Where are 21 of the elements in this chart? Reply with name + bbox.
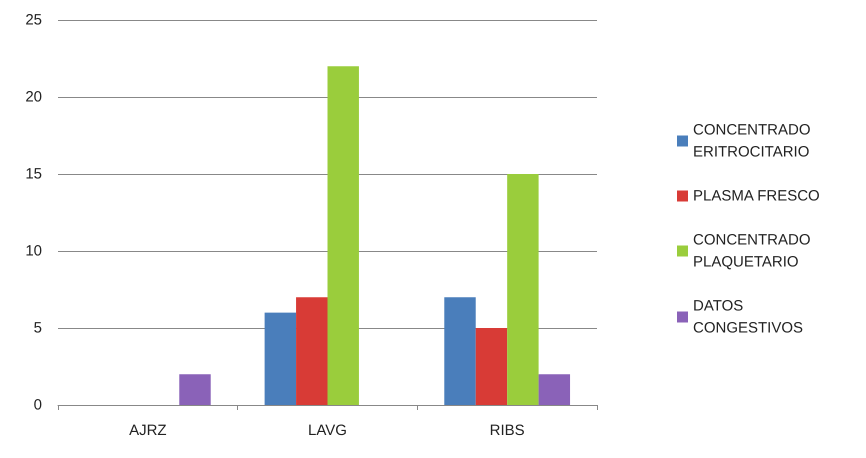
bar	[444, 297, 476, 405]
legend-label: CONCENTRADO PLAQUETARIO	[693, 232, 815, 270]
bar	[179, 374, 211, 405]
legend-label: DATOS CONGESTIVOS	[693, 298, 804, 336]
y-tick-label: 10	[25, 242, 42, 260]
bar	[538, 374, 570, 405]
bar	[476, 328, 508, 405]
y-tick-label: 25	[25, 12, 42, 28]
x-tick-label: AJRZ	[129, 422, 167, 439]
bar	[507, 174, 539, 405]
y-tick-label: 5	[34, 320, 42, 336]
y-tick-label: 15	[25, 166, 42, 182]
bar	[296, 297, 328, 405]
legend-label: CONCENTRADO ERITROCITARIO	[693, 122, 815, 160]
y-tick-label: 20	[25, 88, 42, 106]
bar	[264, 312, 296, 405]
x-tick-label: RIBS	[490, 422, 525, 439]
legend-label: PLASMA FRESCO	[693, 188, 820, 204]
x-tick-label: LAVG	[308, 422, 347, 439]
y-tick-label: 0	[34, 396, 42, 414]
bar	[328, 66, 359, 405]
